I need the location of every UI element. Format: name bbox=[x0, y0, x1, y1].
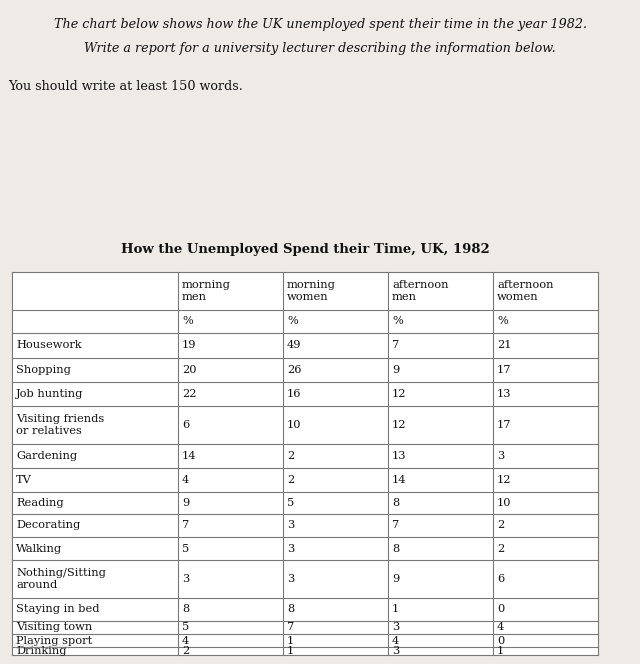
Text: 3: 3 bbox=[287, 544, 294, 554]
Text: 14: 14 bbox=[392, 475, 406, 485]
Text: 3: 3 bbox=[287, 574, 294, 584]
Text: 1: 1 bbox=[287, 635, 294, 645]
Text: 7: 7 bbox=[287, 623, 294, 633]
Text: TV: TV bbox=[16, 475, 32, 485]
Text: 19: 19 bbox=[182, 341, 196, 351]
Text: Job hunting: Job hunting bbox=[16, 389, 83, 399]
Text: 4: 4 bbox=[182, 635, 189, 645]
Text: morning
men: morning men bbox=[182, 280, 231, 302]
Text: 12: 12 bbox=[392, 420, 406, 430]
Text: 5: 5 bbox=[182, 623, 189, 633]
Text: CamScanner: CamScanner bbox=[14, 642, 72, 651]
Bar bbox=[12, 272, 598, 655]
Text: Walking: Walking bbox=[16, 544, 62, 554]
Text: 7: 7 bbox=[182, 521, 189, 531]
Text: afternoon
men: afternoon men bbox=[392, 280, 449, 302]
Text: 20: 20 bbox=[182, 365, 196, 375]
Text: 13: 13 bbox=[497, 389, 511, 399]
Text: 0: 0 bbox=[497, 635, 504, 645]
Text: Decorating: Decorating bbox=[16, 521, 80, 531]
Text: 8: 8 bbox=[182, 604, 189, 614]
Text: 49: 49 bbox=[287, 341, 301, 351]
Text: 8: 8 bbox=[392, 544, 399, 554]
Text: Write a report for a university lecturer describing the information below.: Write a report for a university lecturer… bbox=[84, 42, 556, 55]
Text: Nothing/Sitting
around: Nothing/Sitting around bbox=[16, 568, 106, 590]
Text: 17: 17 bbox=[497, 365, 511, 375]
Text: morning
women: morning women bbox=[287, 280, 336, 302]
Text: 3: 3 bbox=[287, 521, 294, 531]
Text: %: % bbox=[287, 317, 298, 327]
Text: Shopping: Shopping bbox=[16, 365, 71, 375]
Text: Drinking: Drinking bbox=[16, 646, 67, 656]
Text: 1: 1 bbox=[287, 646, 294, 656]
Text: 10: 10 bbox=[287, 420, 301, 430]
Text: %: % bbox=[182, 317, 193, 327]
Text: 8: 8 bbox=[392, 498, 399, 508]
Text: 7: 7 bbox=[392, 341, 399, 351]
Text: %: % bbox=[497, 317, 508, 327]
Text: 2: 2 bbox=[287, 451, 294, 461]
Text: 9: 9 bbox=[392, 574, 399, 584]
Text: 2: 2 bbox=[497, 521, 504, 531]
Text: 17: 17 bbox=[497, 420, 511, 430]
Text: How the Unemployed Spend their Time, UK, 1982: How the Unemployed Spend their Time, UK,… bbox=[120, 243, 490, 256]
Text: 26: 26 bbox=[287, 365, 301, 375]
Text: Staying in bed: Staying in bed bbox=[16, 604, 99, 614]
Text: 4: 4 bbox=[392, 635, 399, 645]
Text: 3: 3 bbox=[392, 646, 399, 656]
Text: Playing sport: Playing sport bbox=[16, 635, 92, 645]
Text: You should write at least 150 words.: You should write at least 150 words. bbox=[8, 80, 243, 93]
Text: 2: 2 bbox=[287, 475, 294, 485]
Text: %: % bbox=[392, 317, 403, 327]
Text: 2: 2 bbox=[497, 544, 504, 554]
Text: 3: 3 bbox=[497, 451, 504, 461]
Text: 1: 1 bbox=[392, 604, 399, 614]
Text: 22: 22 bbox=[182, 389, 196, 399]
Text: Visiting friends
or relatives: Visiting friends or relatives bbox=[16, 414, 104, 436]
Text: 0: 0 bbox=[497, 604, 504, 614]
Text: 14: 14 bbox=[182, 451, 196, 461]
Text: afternoon
women: afternoon women bbox=[497, 280, 554, 302]
Text: Housework: Housework bbox=[16, 341, 82, 351]
Text: 21: 21 bbox=[497, 341, 511, 351]
Text: 10: 10 bbox=[497, 498, 511, 508]
Text: 12: 12 bbox=[392, 389, 406, 399]
Text: 4: 4 bbox=[497, 623, 504, 633]
Text: 2: 2 bbox=[182, 646, 189, 656]
Text: 9: 9 bbox=[392, 365, 399, 375]
Text: 3: 3 bbox=[392, 623, 399, 633]
Text: 4: 4 bbox=[182, 475, 189, 485]
Text: 16: 16 bbox=[287, 389, 301, 399]
Text: 7: 7 bbox=[392, 521, 399, 531]
Text: 12: 12 bbox=[497, 475, 511, 485]
Text: 1: 1 bbox=[497, 646, 504, 656]
Text: 5: 5 bbox=[287, 498, 294, 508]
Text: Reading: Reading bbox=[16, 498, 63, 508]
Text: 6: 6 bbox=[182, 420, 189, 430]
Text: 9: 9 bbox=[182, 498, 189, 508]
Text: 13: 13 bbox=[392, 451, 406, 461]
Text: 5: 5 bbox=[182, 544, 189, 554]
Text: Gardening: Gardening bbox=[16, 451, 77, 461]
Text: Visiting town: Visiting town bbox=[16, 623, 92, 633]
Text: 8: 8 bbox=[287, 604, 294, 614]
Text: 3: 3 bbox=[182, 574, 189, 584]
Text: The chart below shows how the UK unemployed spent their time in the year 1982.: The chart below shows how the UK unemplo… bbox=[54, 18, 586, 31]
Text: 6: 6 bbox=[497, 574, 504, 584]
